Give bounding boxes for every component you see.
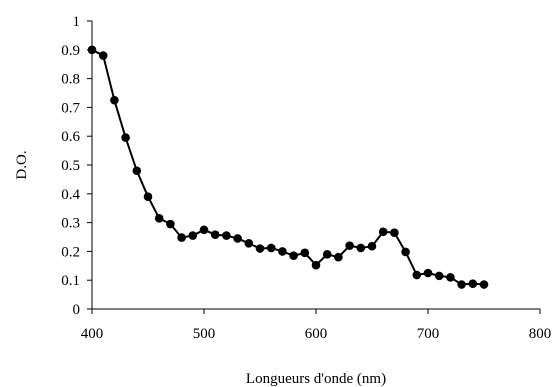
data-point [210,230,220,239]
x-tick-label: 800 [529,326,552,342]
data-point [110,95,119,105]
data-point [457,280,466,289]
data-point [378,227,388,237]
data-point [401,247,410,257]
data-point [233,234,242,243]
data-point [367,241,377,251]
y-ticks: 0 0.1 0.2 0.3 0.4 0.5 0.6 0.7 0.8 0.9 1 [61,14,92,318]
y-tick-label: 0.3 [61,216,80,232]
data-point [132,166,142,176]
y-tick-label: 0.1 [61,273,80,289]
data-point [98,51,108,60]
series-line [91,48,485,286]
data-point [300,248,310,258]
data-point [278,247,287,256]
data-point [222,231,231,240]
data-point [390,228,399,237]
series-layer [87,45,489,289]
x-tick-label: 500 [193,326,216,342]
data-point [177,233,186,242]
y-tick-label: 0.4 [61,187,80,203]
x-tick-label: 600 [305,326,328,342]
x-axis-title: Longueurs d'onde (nm) [246,371,386,387]
y-axis-title: D.O. [14,150,30,179]
data-point [289,251,298,261]
data-point [412,270,422,280]
x-ticks: 400 500 600 700 800 [81,309,552,342]
y-tick-label: 0.2 [61,244,80,260]
data-point [266,243,276,253]
y-tick-label: 0.6 [61,129,80,145]
data-point [322,249,332,259]
y-tick-label: 0 [73,302,81,318]
data-point [434,271,444,281]
data-point [87,45,97,55]
data-point [468,279,478,288]
data-point [154,213,164,223]
data-point [356,243,366,253]
y-tick-label: 0.9 [61,43,80,59]
data-point [199,225,209,235]
y-tick-label: 0.8 [61,72,80,88]
data-point [188,231,198,240]
data-point [121,133,130,142]
data-point [423,268,433,278]
data-point [244,239,254,248]
data-point [446,273,455,282]
data-point [143,192,153,201]
y-tick-label: 0.5 [61,158,80,174]
data-point [311,260,321,270]
data-point [255,244,265,253]
x-tick-label: 700 [417,326,440,342]
data-point [345,241,354,250]
y-tick-label: 0.7 [61,100,80,116]
data-point [166,219,175,229]
data-point [334,252,343,262]
data-point [479,280,489,289]
y-tick-label: 1 [73,14,81,30]
x-tick-label: 400 [81,326,104,342]
